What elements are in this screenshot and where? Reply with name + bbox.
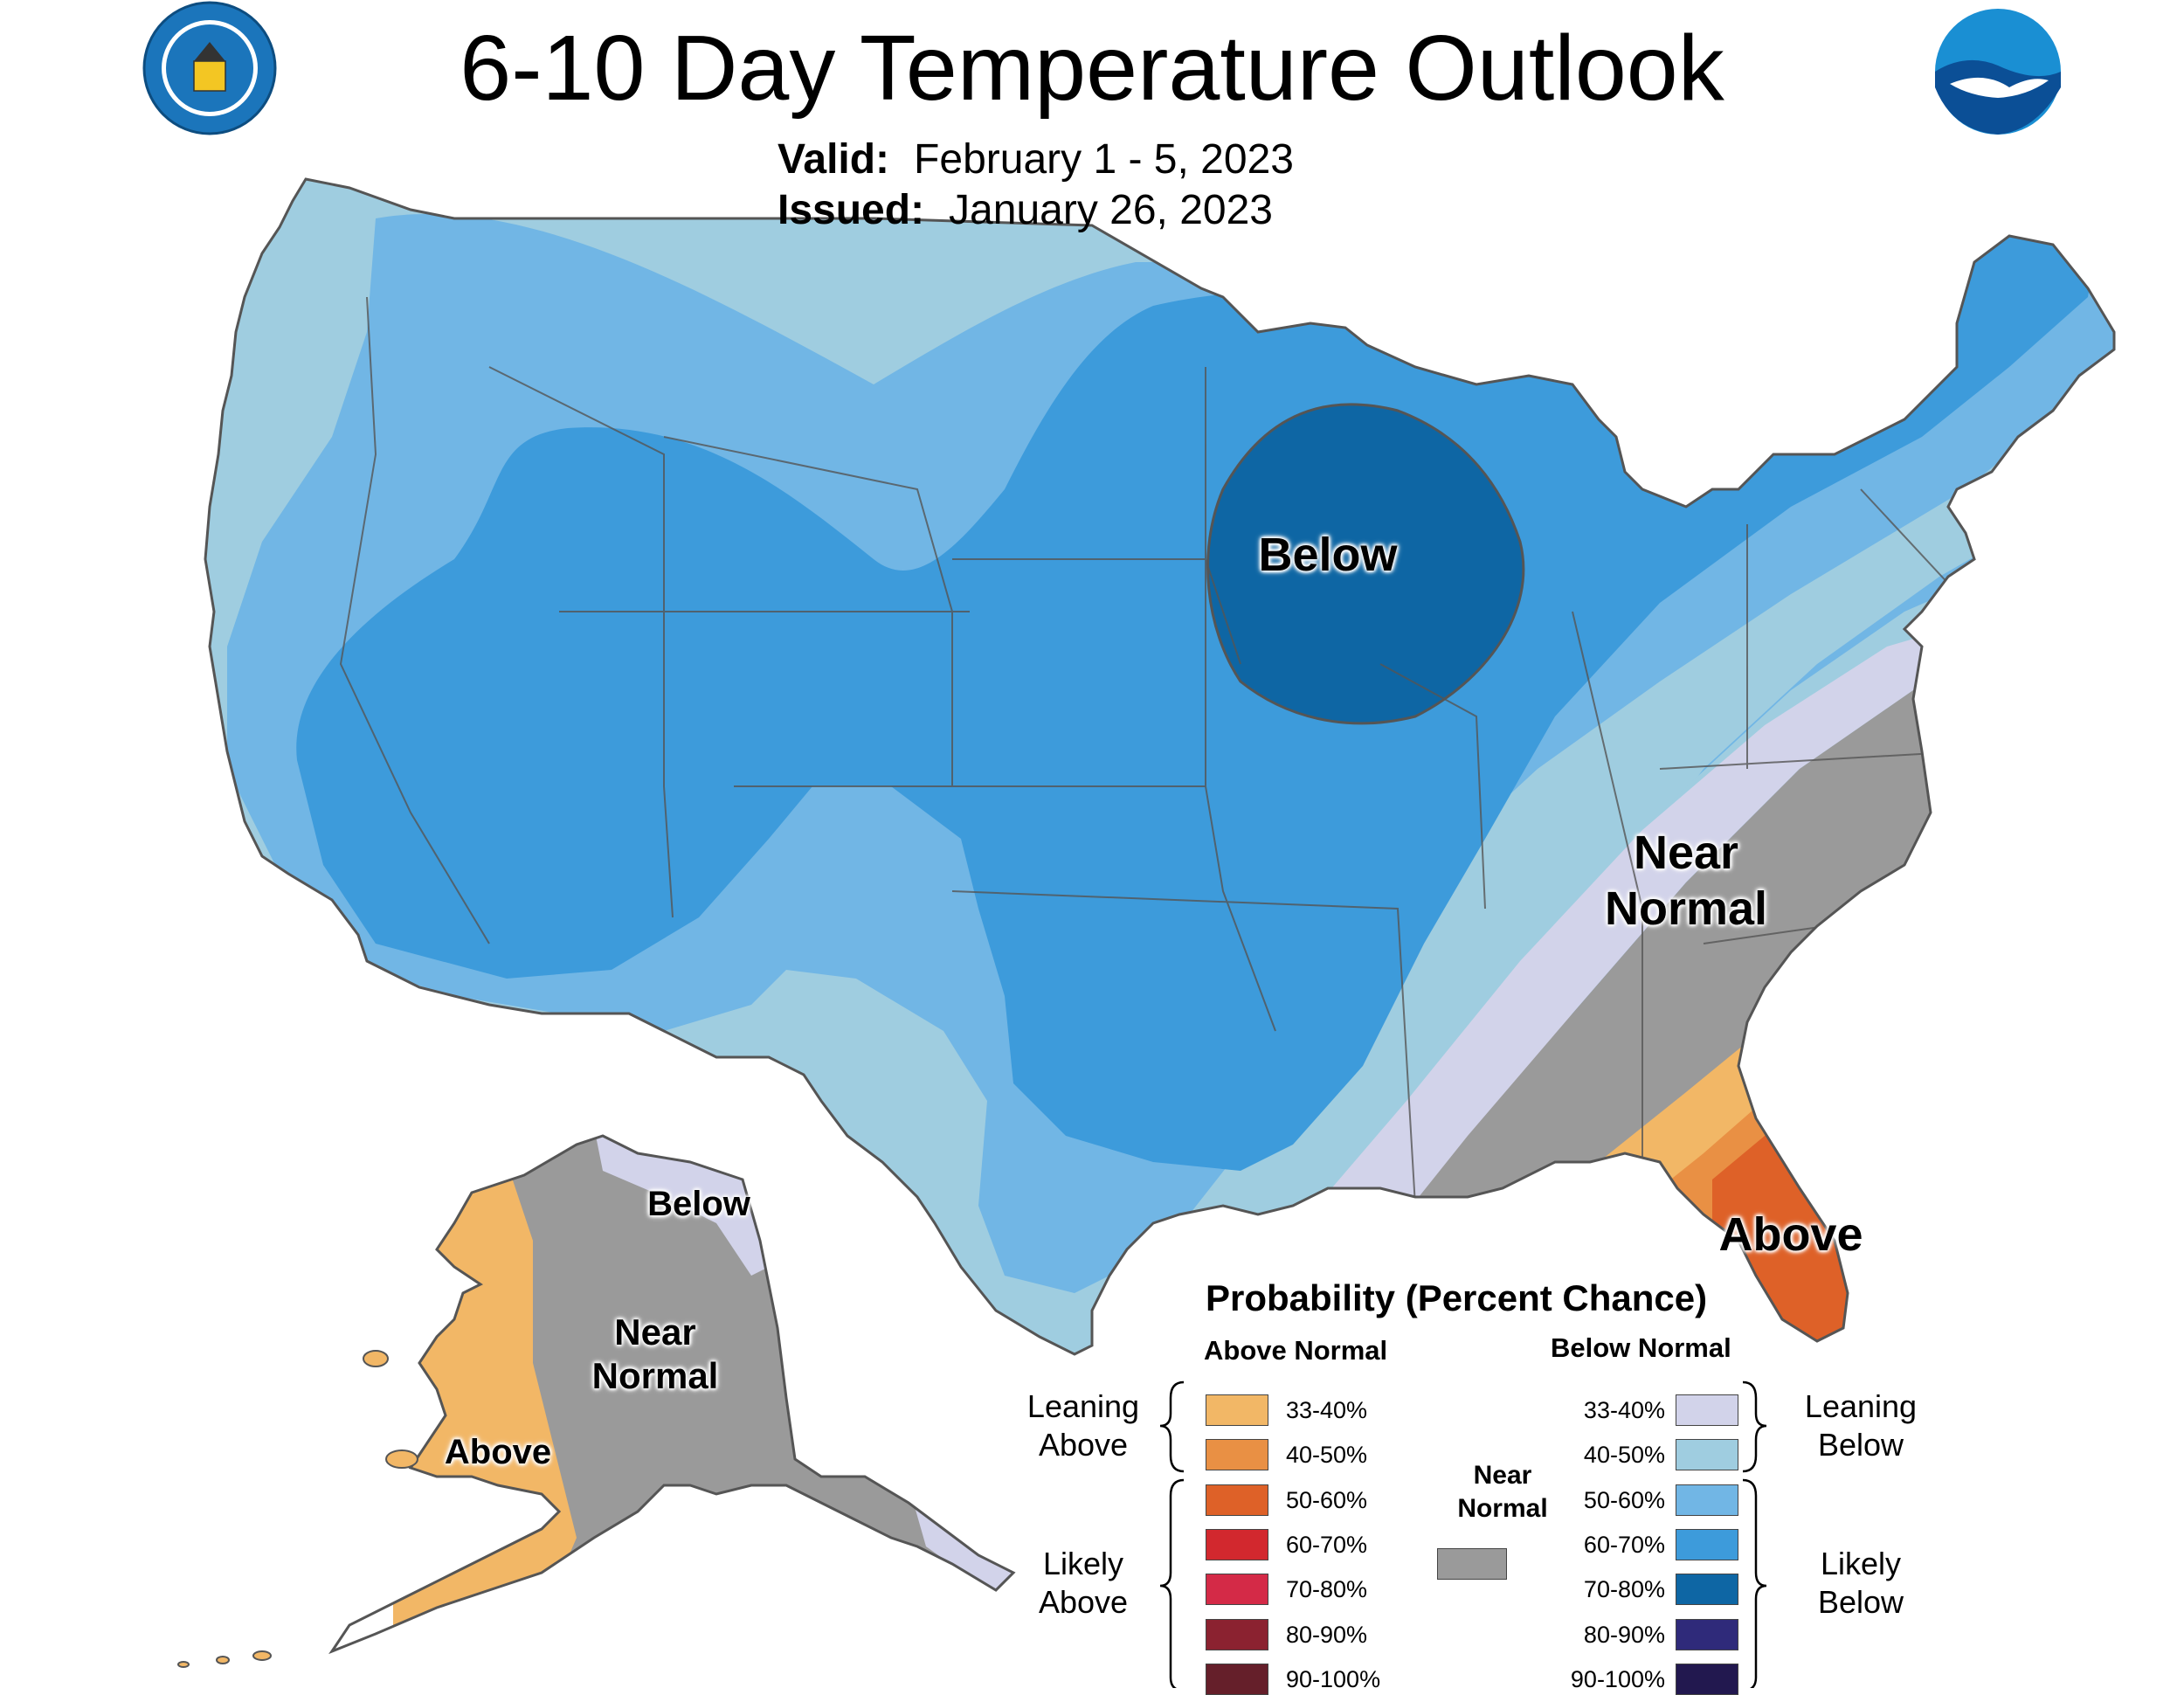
conus-above-label: Above — [1718, 1208, 1863, 1261]
likely-above-line2: Above — [1038, 1584, 1129, 1620]
leaning-above-line2: Above — [1038, 1427, 1129, 1463]
above-range-3: 60-70% — [1286, 1531, 1368, 1558]
valid-dates: February 1 - 5, 2023 — [914, 136, 1294, 183]
conus-below-label: Below — [1258, 529, 1398, 581]
below-swatch-2 — [1676, 1484, 1738, 1516]
above-range-5: 80-90% — [1286, 1621, 1368, 1648]
doc-seal-logo — [142, 1, 277, 135]
below-swatch-5 — [1676, 1618, 1738, 1650]
near-line2: Normal — [1457, 1494, 1548, 1523]
noaa-logo — [1935, 9, 2061, 135]
valid-label: Valid: — [778, 136, 890, 183]
above-range-4: 70-80% — [1286, 1576, 1368, 1603]
ak-below-label: Below — [647, 1185, 750, 1223]
below-range-4: 70-80% — [1583, 1576, 1665, 1603]
legend-title: Probability (Percent Chance) — [1206, 1277, 1708, 1318]
below-swatch-3 — [1676, 1528, 1738, 1560]
below-range-6: 90-100% — [1570, 1665, 1665, 1692]
below-range-2: 50-60% — [1583, 1486, 1665, 1513]
likely-below-line1: Likely — [1820, 1546, 1902, 1581]
legend-braces — [1159, 1380, 1767, 1688]
below-swatch-1 — [1676, 1439, 1738, 1471]
legend-near-normal: Near Normal — [1441, 1459, 1564, 1526]
conus-near-line1: Near — [1633, 827, 1739, 879]
ak-near-normal-label: Near Normal — [559, 1311, 751, 1398]
leaning-above-line1: Leaning — [1026, 1388, 1140, 1424]
legend-likely-above: Likely Above — [1013, 1545, 1153, 1622]
below-swatch-4 — [1676, 1574, 1738, 1606]
above-range-2: 50-60% — [1286, 1486, 1368, 1513]
ak-above-label: Above — [444, 1433, 552, 1471]
above-swatch-1 — [1206, 1439, 1268, 1471]
below-range-3: 60-70% — [1583, 1531, 1665, 1558]
below-swatch-6 — [1676, 1663, 1738, 1695]
ak-near-line2: Normal — [591, 1355, 719, 1396]
issued-line: Issued: January 26, 2023 — [778, 186, 1273, 235]
above-swatch-6 — [1206, 1663, 1268, 1695]
likely-above-line1: Likely — [1042, 1546, 1124, 1581]
legend-swatch-near-normal — [1437, 1548, 1507, 1580]
page-title: 6-10 Day Temperature Outlook — [460, 17, 1724, 120]
below-range-5: 80-90% — [1583, 1621, 1665, 1648]
above-range-1: 40-50% — [1286, 1442, 1368, 1469]
conus-near-line2: Normal — [1604, 882, 1768, 935]
above-swatch-3 — [1206, 1528, 1268, 1560]
legend-leaning-below: Leaning Below — [1782, 1387, 1939, 1464]
above-swatch-2 — [1206, 1484, 1268, 1516]
issued-date: January 26, 2023 — [949, 187, 1273, 233]
below-swatch-0 — [1676, 1394, 1738, 1426]
above-range-6: 90-100% — [1286, 1665, 1381, 1692]
legend-likely-below: Likely Below — [1782, 1545, 1939, 1622]
below-range-1: 40-50% — [1583, 1442, 1665, 1469]
above-swatch-5 — [1206, 1618, 1268, 1650]
above-range-0: 33-40% — [1286, 1397, 1368, 1423]
above-swatch-0 — [1206, 1394, 1268, 1426]
legend-below-header: Below Normal — [1551, 1332, 1731, 1363]
likely-below-line2: Below — [1817, 1584, 1904, 1620]
below-range-0: 33-40% — [1583, 1397, 1665, 1423]
valid-line: Valid: February 1 - 5, 2023 — [778, 135, 1294, 184]
issued-label: Issued: — [778, 187, 925, 233]
conus-near-normal-label: Near Normal — [1555, 825, 1817, 937]
ak-near-line1: Near — [614, 1311, 696, 1353]
legend-above-header: Above Normal — [1204, 1335, 1388, 1366]
near-line1: Near — [1473, 1461, 1532, 1490]
above-swatch-4 — [1206, 1574, 1268, 1606]
leaning-below-line1: Leaning — [1804, 1388, 1918, 1424]
legend-leaning-above: Leaning Above — [1013, 1387, 1153, 1464]
leaning-below-line2: Below — [1817, 1427, 1904, 1463]
